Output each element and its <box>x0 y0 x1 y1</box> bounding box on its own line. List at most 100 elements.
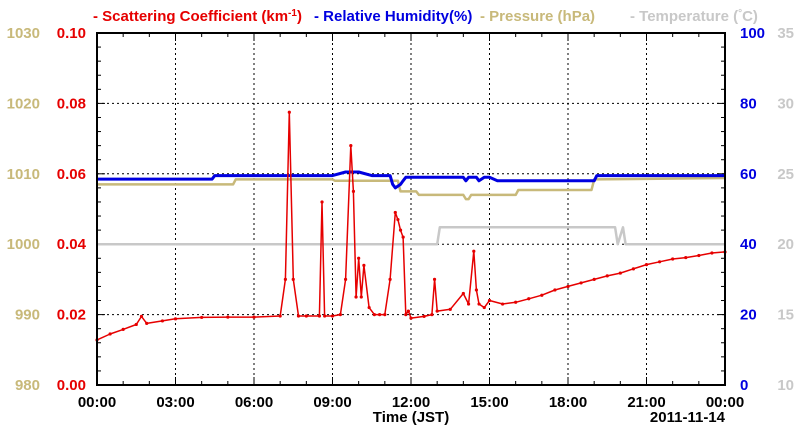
scattering-point <box>354 295 358 299</box>
left-outer-axis: 980 990 1000 1010 1020 1030 <box>7 25 40 394</box>
scattering-point <box>500 302 505 306</box>
pressure-axis-tick-label: 990 <box>15 307 40 324</box>
scattering-point <box>367 305 371 310</box>
scattering-point <box>644 263 649 267</box>
scattering-point <box>283 277 287 281</box>
scattering-point <box>514 300 518 304</box>
legend-item-superscript: -1 <box>288 8 297 19</box>
scattering-point <box>278 314 282 318</box>
right-inner-axis: 0 20 40 60 80 100 <box>740 25 765 394</box>
scattering-point <box>540 293 544 297</box>
scattering-point <box>404 313 408 317</box>
pressure-series-line <box>97 176 726 201</box>
legend-item-tail: C) <box>742 8 758 25</box>
temperature-axis-tick-label: 35 <box>777 25 794 42</box>
scattering-point <box>448 307 452 311</box>
x-axis-tick-label: 21:00 <box>627 394 665 411</box>
scattering-point <box>618 271 622 275</box>
scattering-point <box>398 228 403 232</box>
scattering-point <box>553 288 557 292</box>
scattering-point <box>487 298 492 303</box>
temperature-axis-tick-label: 15 <box>777 307 794 324</box>
scattering-point <box>378 313 382 317</box>
scattering-point <box>684 255 688 260</box>
scattering-point <box>108 332 112 336</box>
scattering-point <box>372 313 376 317</box>
scattering-axis-tick-label: 0.00 <box>57 377 86 394</box>
scattering-point <box>466 302 471 306</box>
scattering-point <box>338 313 342 317</box>
x-axis: 00:00 03:00 06:00 09:00 12:00 15:00 18:00 21:00… <box>78 33 744 411</box>
scattering-point <box>461 291 465 296</box>
scattering-axis-tick-label: 0.04 <box>57 236 87 253</box>
scattering-point <box>304 314 308 318</box>
scattering-point <box>173 317 178 321</box>
scattering-point <box>401 235 405 239</box>
humidity-axis-tick-label: 80 <box>740 95 757 112</box>
pressure-axis-tick-label: 1000 <box>7 236 40 253</box>
scattering-point <box>383 313 387 317</box>
x-axis-label: Time (JST) <box>373 409 449 426</box>
temperature-axis-tick-label: 10 <box>777 377 794 394</box>
pressure-axis-tick-label: 1020 <box>7 95 40 112</box>
legend-item: - Relative Humidity(%) <box>314 8 472 25</box>
x-axis-tick-label: 00:00 <box>706 394 744 411</box>
scattering-point <box>134 322 138 327</box>
temperature-series-line <box>97 226 725 246</box>
scattering-point <box>422 314 426 318</box>
humidity-series-line <box>97 170 725 190</box>
x-axis-tick-label: 18:00 <box>549 394 587 411</box>
scattering-point <box>671 257 675 261</box>
scattering-point <box>406 309 410 313</box>
scattering-point <box>393 210 397 215</box>
scattering-point <box>291 277 295 281</box>
x-axis-tick-label: 03:00 <box>156 394 194 411</box>
scattering-point <box>388 277 392 281</box>
legend-item-text: - Temperature ( <box>630 8 738 25</box>
scattering-axis-tick-label: 0.06 <box>57 166 86 183</box>
pressure-axis-tick-label: 1010 <box>7 166 40 183</box>
scattering-point <box>657 260 662 264</box>
scattering-point <box>566 284 570 289</box>
scattering-point <box>477 302 481 306</box>
scattering-point <box>710 251 714 255</box>
scattering-point <box>430 313 434 317</box>
scattering-series-line <box>96 111 726 341</box>
left-inner-axis: 0.00 0.02 0.04 0.06 0.08 0.10 <box>57 25 87 394</box>
grid <box>97 32 725 386</box>
scattering-axis-tick-label: 0.10 <box>57 25 86 42</box>
x-axis-tick-label: 09:00 <box>313 394 351 411</box>
x-axis-tick-label: 06:00 <box>235 394 273 411</box>
temperature-axis-tick-label: 25 <box>777 166 794 183</box>
scattering-point <box>330 314 335 318</box>
scattering-point <box>357 256 361 260</box>
scattering-point <box>474 288 479 292</box>
scattering-point <box>527 297 531 301</box>
scattering-point <box>317 314 322 318</box>
humidity-axis-tick-label: 20 <box>740 307 757 324</box>
scattering-axis-tick-label: 0.08 <box>57 95 86 112</box>
legend-item-text: - Scattering Coefficient (km <box>93 8 288 25</box>
scattering-axis-tick-label: 0.02 <box>57 307 86 324</box>
x-axis-tick-label: 12:00 <box>392 394 430 411</box>
legend-item-tail: ) <box>297 8 302 25</box>
legend-item: - Temperature (°C) <box>630 8 758 25</box>
date-label: 2011-11-14 <box>650 409 726 426</box>
scattering-point <box>139 314 144 318</box>
scattering-point <box>409 316 413 320</box>
scattering-point <box>287 110 291 114</box>
scattering-point <box>252 315 256 319</box>
right-outer-axis: 10 15 20 25 30 35 <box>777 25 794 394</box>
scattering-point <box>472 249 476 253</box>
scattering-point <box>323 314 327 318</box>
x-axis-tick-label: 00:00 <box>78 394 116 411</box>
legend-item: - Pressure (hPa) <box>480 8 595 25</box>
humidity-axis-tick-label: 40 <box>740 236 757 253</box>
temperature-axis-tick-label: 20 <box>777 236 794 253</box>
legend-item-superscript: ° <box>738 8 742 19</box>
scattering-point <box>592 277 596 281</box>
scattering-point <box>200 315 204 320</box>
scattering-point <box>351 189 356 193</box>
scattering-point <box>160 319 165 323</box>
humidity-axis-tick-label: 60 <box>740 166 757 183</box>
